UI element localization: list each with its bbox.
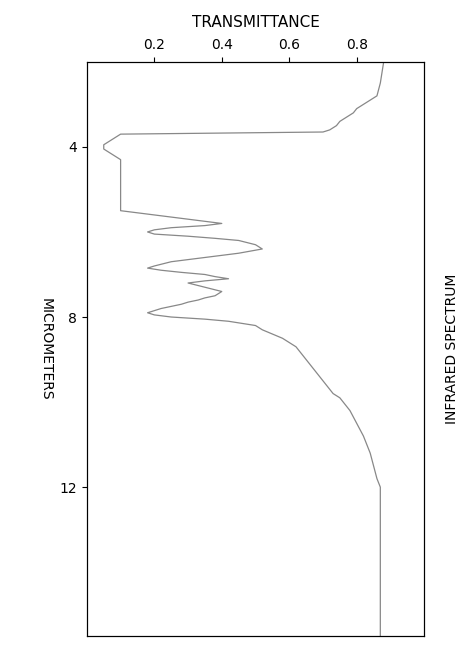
Y-axis label: INFRARED SPECTRUM: INFRARED SPECTRUM xyxy=(445,273,459,424)
X-axis label: TRANSMITTANCE: TRANSMITTANCE xyxy=(191,15,319,30)
Y-axis label: MICROMETERS: MICROMETERS xyxy=(39,298,53,400)
